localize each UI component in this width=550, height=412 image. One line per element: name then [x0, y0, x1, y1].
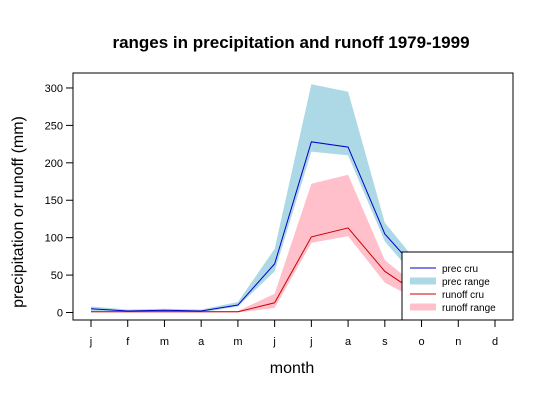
- y-tick-label: 250: [45, 120, 63, 132]
- y-tick-label: 150: [45, 195, 63, 207]
- x-tick-label: j: [309, 336, 312, 348]
- band-prec-range: [91, 84, 495, 313]
- x-tick-label: a: [198, 336, 205, 348]
- y-tick-label: 50: [51, 270, 63, 282]
- legend-label: runoff range: [442, 303, 496, 314]
- x-tick-label: o: [418, 336, 424, 348]
- x-tick-label: a: [345, 336, 352, 348]
- x-tick-label: j: [272, 336, 275, 348]
- legend-label: runoff cru: [442, 290, 484, 301]
- x-tick-label: f: [126, 336, 130, 348]
- x-tick-label: m: [233, 336, 242, 348]
- legend-label: prec range: [442, 277, 490, 288]
- x-tick-label: s: [382, 336, 388, 348]
- chart-title: ranges in precipitation and runoff 1979-…: [112, 33, 469, 52]
- y-tick-label: 100: [45, 233, 63, 245]
- y-tick-label: 0: [57, 308, 63, 320]
- x-tick-label: n: [455, 336, 461, 348]
- x-tick-label: m: [160, 336, 169, 348]
- legend: prec cru prec range runoff cru runoff range: [401, 251, 514, 321]
- x-tick-label: j: [89, 336, 92, 348]
- legend-label: prec cru: [442, 264, 478, 275]
- y-tick-label: 200: [45, 158, 63, 170]
- x-axis-title: month: [270, 360, 314, 377]
- y-axis-title: precipitation or runoff (mm): [10, 116, 27, 308]
- y-tick-label: 300: [45, 83, 63, 95]
- x-tick-label: d: [492, 336, 498, 348]
